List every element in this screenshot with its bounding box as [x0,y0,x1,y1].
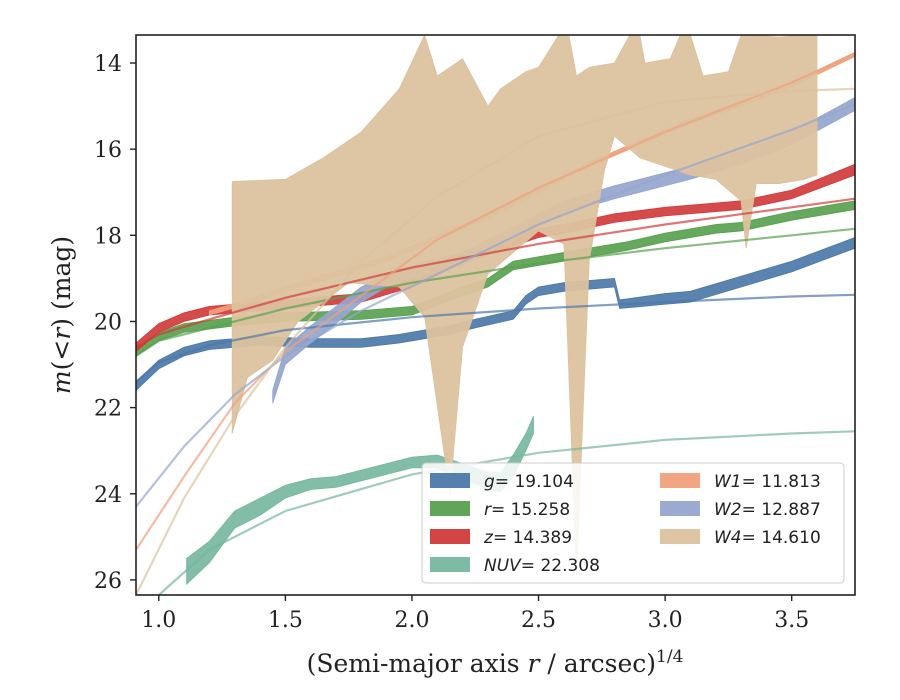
x-tick-label: 2.5 [521,608,556,633]
legend-entries: g= 19.104 r= 15.258 z= 14.389 NUV= 22.308 W1… [430,472,821,576]
y-tick-label: 14 [94,52,122,77]
legend-swatch-z [430,529,470,544]
legend-label-w2: W2= 12.887 [714,500,821,520]
x-tick-label: 3.5 [774,608,809,633]
fit-line-w1-fit [135,53,856,551]
fit-line-r-fit [135,227,856,357]
legend-swatch-w2 [660,501,700,516]
x-tick-label: 2.0 [394,608,429,633]
x-axis-title: (Semi-major axis r / arcsec)1/4 [307,647,684,678]
fit-line-w2-fit [135,102,856,508]
plot-frame [135,34,856,596]
y-tick-label: 24 [94,483,122,508]
y-tick-label: 22 [94,397,122,422]
legend-label-z: z= 14.389 [483,528,572,548]
y-axis: 14 16 18 20 22 24 26 [94,52,136,594]
legend-swatch-w1 [660,473,700,488]
legend-box [421,462,845,584]
fit-lines-layer [135,53,856,596]
y-axis-title: m(<r) (mag) [47,236,76,394]
legend-label-nuv: NUV= 22.308 [484,556,600,576]
band-nuv [186,416,534,586]
fit-line-w4-fit [135,87,856,596]
legend-swatch-w4 [660,529,700,544]
x-tick-label: 1.0 [141,608,176,633]
legend-label-w4: W4= 14.610 [714,528,821,548]
legend-swatch-nuv [430,557,470,572]
legend-label-w1: W1= 11.813 [714,472,821,492]
y-tick-label: 20 [94,310,122,335]
legend-swatch-g [430,473,470,488]
fit-line-z-fit [135,197,856,349]
legend-swatch-r [430,501,470,516]
y-tick-label: 18 [94,224,122,249]
fit-line-g-fit [135,293,856,383]
y-tick-label: 16 [94,138,122,163]
y-tick-label: 26 [94,569,122,594]
x-tick-label: 3.0 [648,608,683,633]
legend: g= 19.104 r= 15.258 z= 14.389 NUV= 22.308 W1… [421,462,845,584]
x-axis: 1.0 1.5 2.0 2.5 3.0 3.5 [141,595,809,633]
x-tick-label: 1.5 [268,608,303,633]
legend-label-g: g= 19.104 [484,472,574,492]
legend-label-r: r= 15.258 [484,500,570,520]
